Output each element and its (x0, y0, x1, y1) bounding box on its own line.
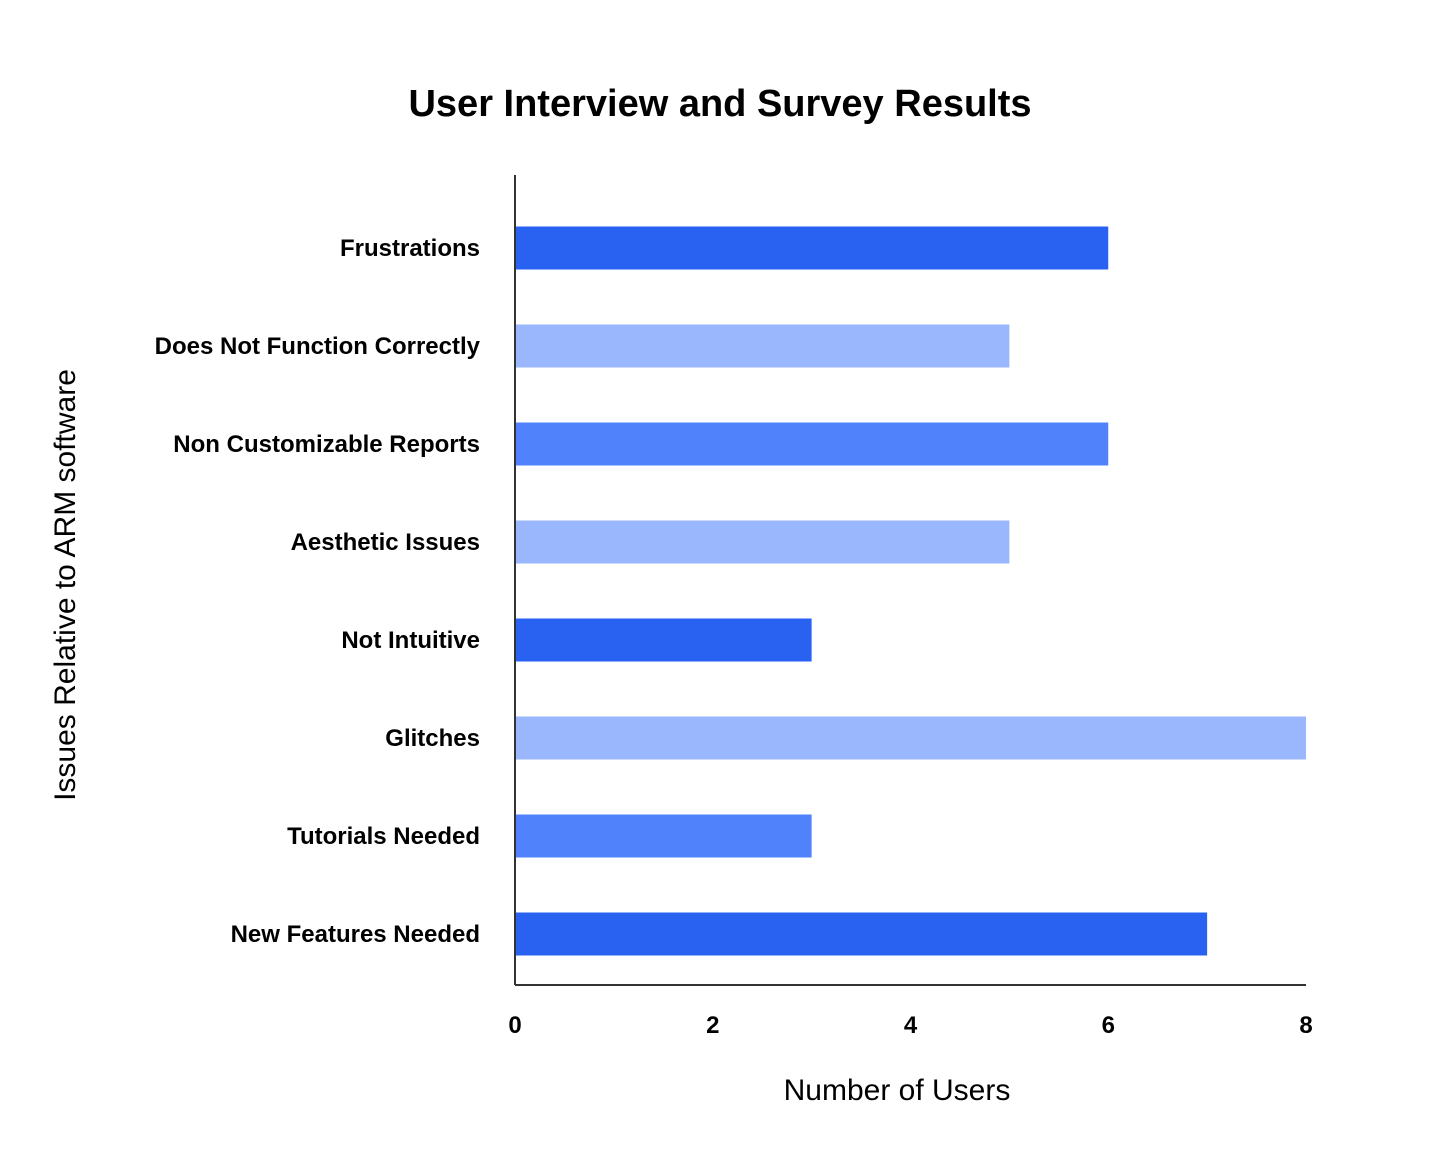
category-label: Frustrations (340, 235, 480, 262)
bar-frustrations (515, 226, 1109, 270)
bar-tutorials-needed (515, 814, 812, 858)
category-label: Not Intuitive (341, 627, 480, 654)
category-label: Aesthetic Issues (291, 529, 480, 556)
chart-title: User Interview and Survey Results (408, 83, 1031, 125)
x-tick-labels: 0 2 4 6 8 (508, 1012, 1312, 1039)
bar-aesthetic-issues (515, 520, 1010, 564)
category-label: Tutorials Needed (287, 823, 480, 850)
x-tick-label: 6 (1102, 1012, 1115, 1039)
bars-group (515, 226, 1306, 956)
y-axis-title: Issues Relative to ARM software (49, 369, 82, 801)
x-tick-label: 2 (706, 1012, 719, 1039)
category-label: Non Customizable Reports (173, 431, 480, 458)
bar-new-features-needed (515, 912, 1208, 956)
x-tick-label: 4 (904, 1012, 918, 1039)
bar-glitches (515, 716, 1306, 760)
category-label: New Features Needed (231, 921, 480, 948)
category-label: Glitches (385, 725, 480, 752)
x-tick-label: 8 (1299, 1012, 1312, 1039)
x-tick-label: 0 (508, 1012, 521, 1039)
category-label: Does Not Function Correctly (155, 333, 481, 360)
bar-not-intuitive (515, 618, 812, 662)
category-labels: Frustrations Does Not Function Correctly N… (155, 235, 481, 948)
x-axis-title: Number of Users (784, 1074, 1011, 1107)
bar-does-not-function-correctly (515, 324, 1010, 368)
bar-non-customizable-reports (515, 422, 1109, 466)
